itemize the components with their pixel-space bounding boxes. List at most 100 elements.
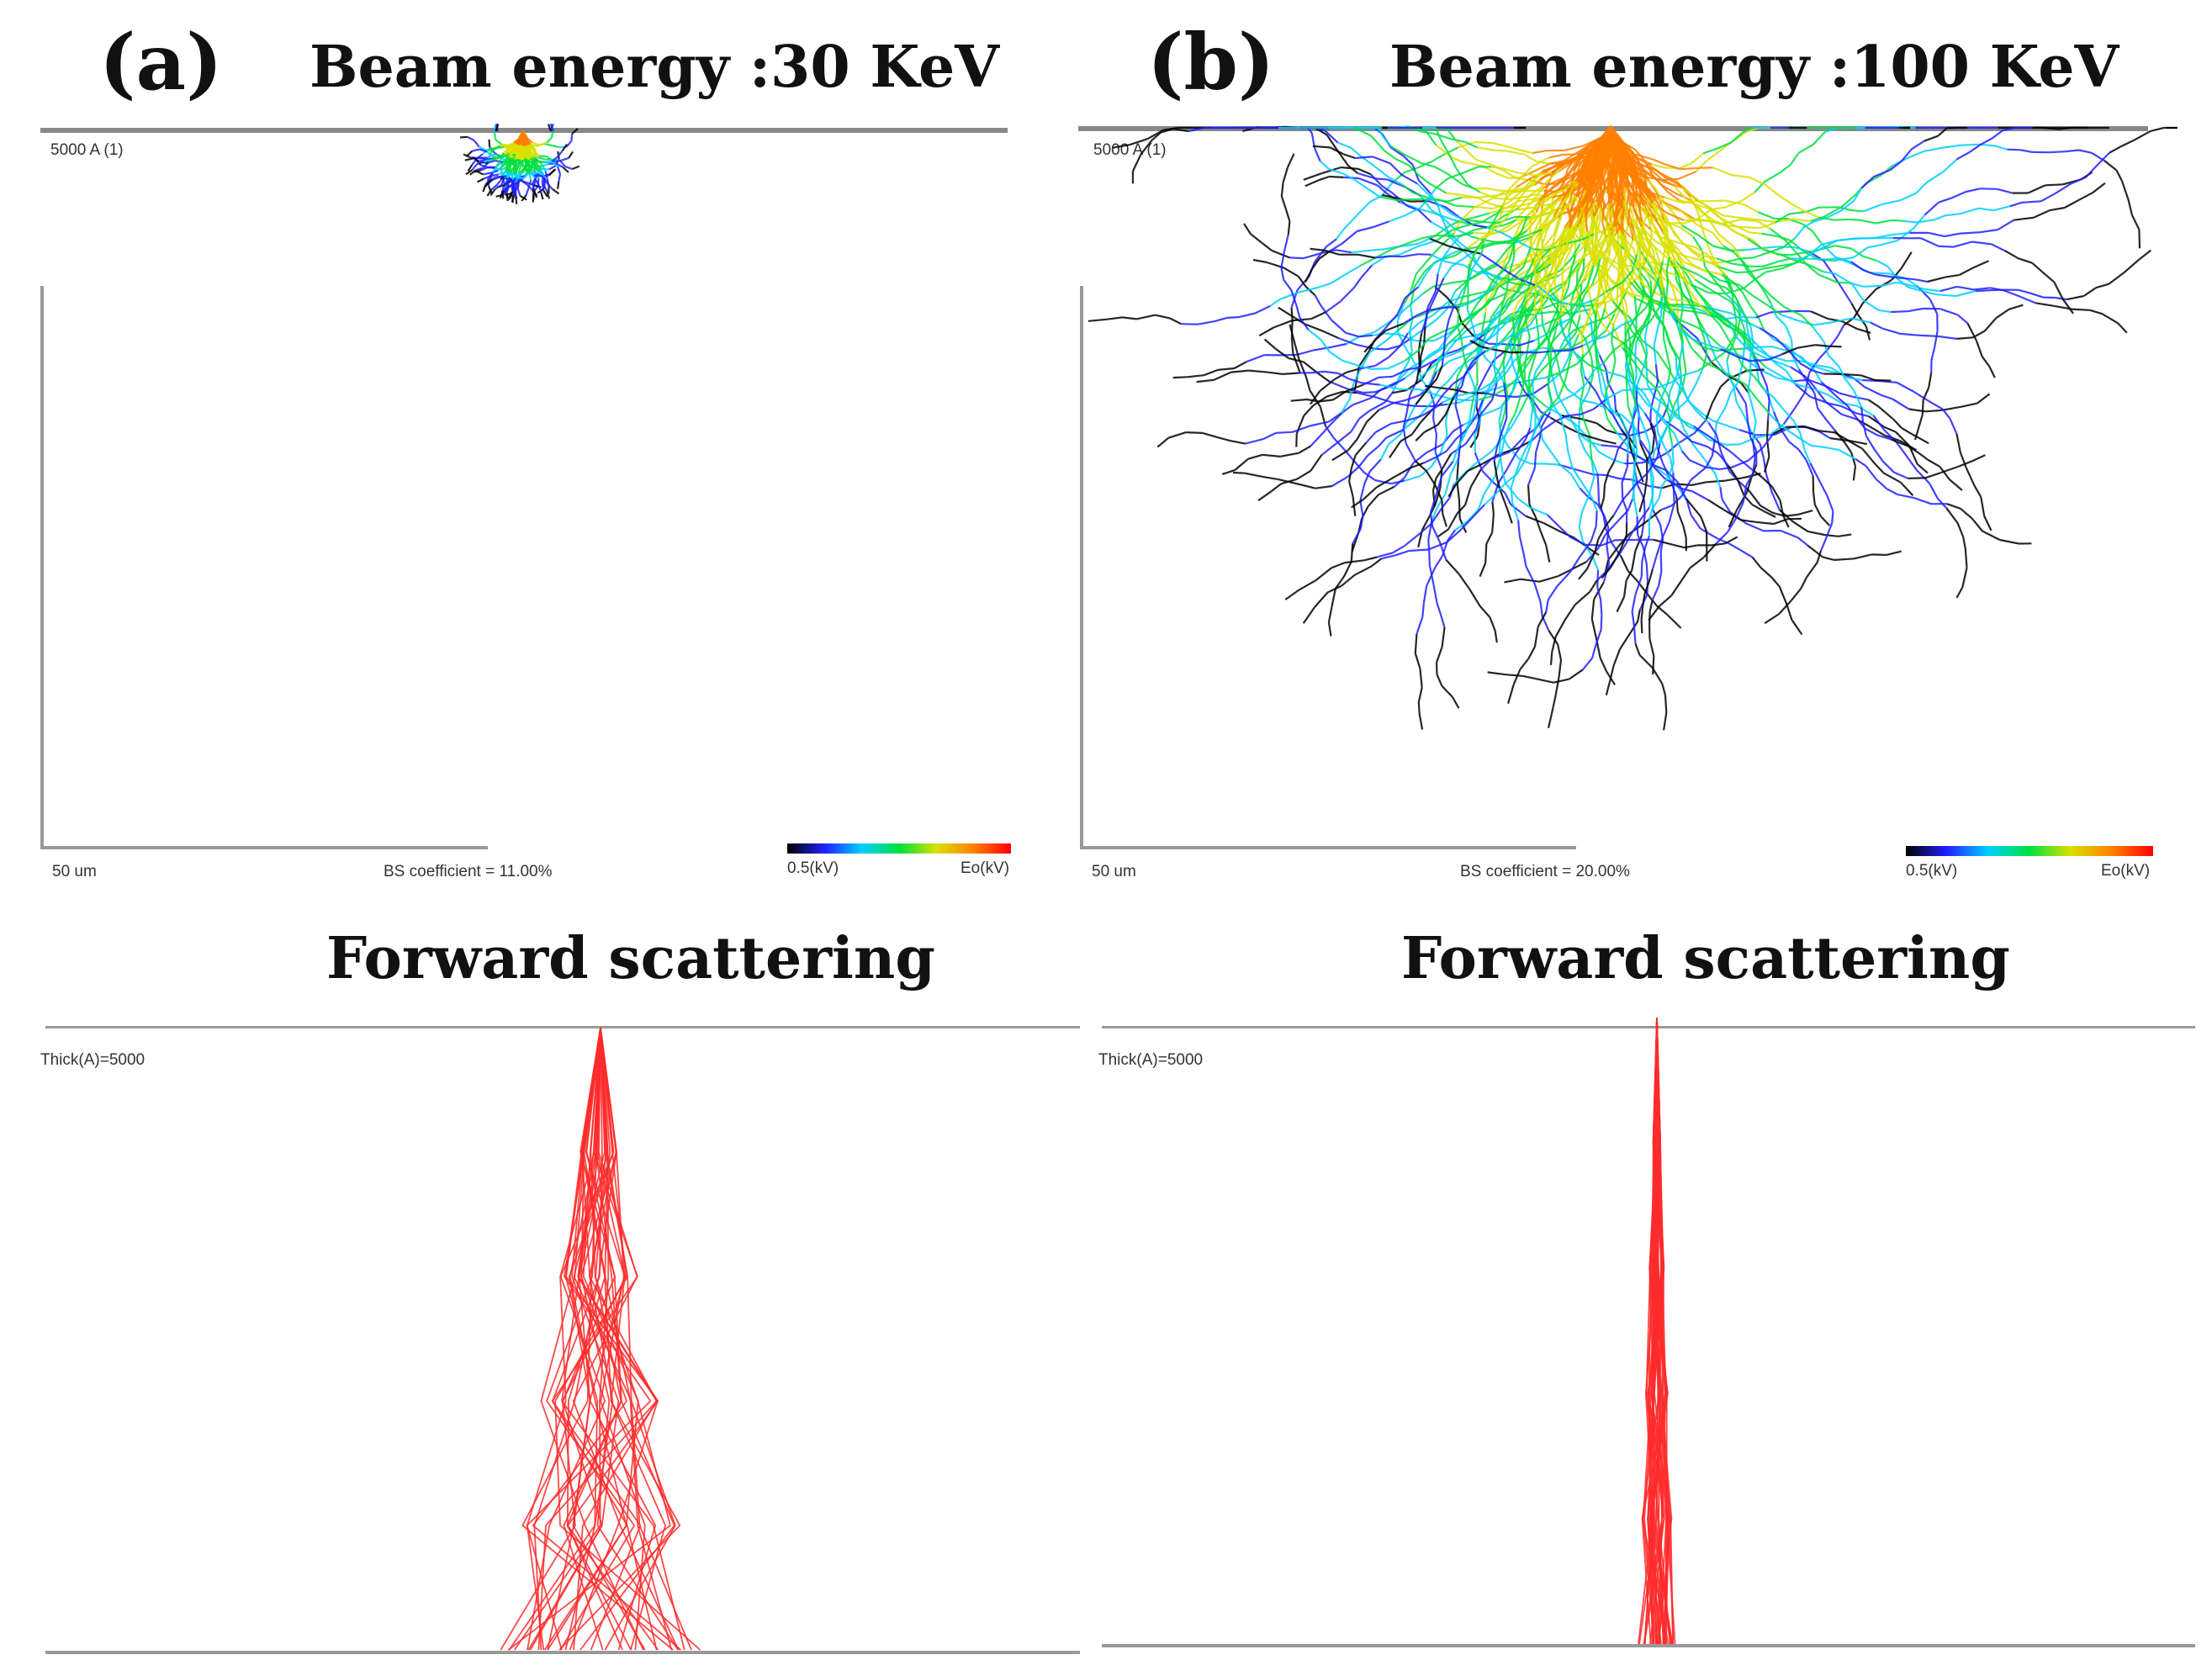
volume-trajectory-segment: [1579, 177, 1591, 189]
volume-trajectory-segment: [1421, 285, 1435, 295]
volume-trajectory-segment: [1600, 615, 1603, 630]
volume-trajectory-segment: [1509, 266, 1525, 282]
volume-trajectory-segment: [1741, 292, 1751, 307]
volume-trajectory-segment: [1808, 257, 1827, 261]
volume-trajectory-segment: [1590, 618, 1598, 639]
volume-trajectory-segment: [1503, 219, 1516, 227]
volume-trajectory-segment: [1543, 234, 1555, 248]
volume-trajectory-segment: [1724, 199, 1745, 206]
volume-trajectory-segment: [2124, 259, 2140, 273]
volume-trajectory-segment: [1965, 468, 1976, 487]
volume-trajectory-segment: [1492, 141, 1508, 148]
volume-trajectory-segment: [1602, 298, 1608, 315]
volume-trajectory-segment: [1390, 479, 1405, 485]
volume-trajectory-segment: [1682, 369, 1699, 377]
volume-trajectory-segment: [1494, 205, 1504, 219]
volume-trajectory-segment: [1297, 276, 1307, 288]
volume-trajectory-segment: [1804, 210, 1820, 219]
volume-trajectory-segment: [1308, 329, 1321, 341]
volume-trajectory-segment: [1707, 421, 1717, 436]
blob-trajectory-segment: [565, 140, 573, 148]
volume-trajectory-segment: [1558, 569, 1570, 577]
volume-trajectory-segment: [1605, 140, 1609, 153]
volume-trajectory-segment: [1352, 397, 1372, 406]
volume-trajectory-segment: [1562, 302, 1580, 306]
volume-trajectory-segment: [1423, 325, 1426, 344]
volume-trajectory-segment: [1275, 348, 1289, 359]
volume-trajectory-segment: [1532, 383, 1535, 403]
volume-trajectory-segment: [1665, 216, 1675, 235]
blob-trajectory-segment: [520, 179, 528, 186]
volume-trajectory-segment: [1432, 584, 1438, 603]
volume-trajectory-segment: [1331, 449, 1349, 462]
volume-trajectory-segment: [1516, 276, 1530, 293]
volume-trajectory-segment: [1298, 286, 1318, 293]
volume-trajectory-segment: [1536, 336, 1549, 351]
volume-trajectory-segment: [1743, 313, 1752, 327]
blob-trajectory-segment: [547, 182, 553, 190]
volume-trajectory-segment: [2065, 149, 2079, 153]
volume-trajectory-segment: [1527, 378, 1531, 394]
volume-trajectory-segment: [1388, 360, 1405, 370]
volume-trajectory-segment: [1169, 317, 1182, 325]
volume-trajectory-segment: [1571, 301, 1581, 319]
volume-trajectory-segment: [1357, 201, 1371, 215]
volume-trajectory-segment: [1401, 253, 1419, 258]
volume-trajectory-segment: [1447, 196, 1463, 203]
volume-trajectory-segment: [1351, 249, 1371, 254]
volume-trajectory-segment: [1681, 291, 1691, 304]
volume-trajectory-segment: [1463, 219, 1482, 223]
volume-trajectory-segment: [1694, 246, 1708, 256]
blob-trajectory-segment: [495, 139, 503, 145]
volume-trajectory-segment: [1507, 145, 1521, 151]
volume-trajectory-segment: [1389, 441, 1402, 458]
volume-trajectory-segment: [1685, 327, 1699, 340]
volume-trajectory-segment: [1670, 207, 1683, 213]
volume-trajectory-segment: [1363, 556, 1378, 562]
volume-trajectory-segment: [1592, 398, 1608, 410]
volume-trajectory-segment: [1475, 237, 1485, 250]
volume-trajectory-segment: [1503, 424, 1511, 439]
volume-trajectory-segment: [1611, 191, 1614, 205]
volume-trajectory-segment: [1634, 235, 1642, 256]
volume-trajectory-segment: [1850, 282, 1864, 288]
blob-trajectory-segment: [504, 147, 510, 156]
volume-trajectory-segment: [1558, 380, 1567, 397]
volume-trajectory-segment: [1310, 420, 1330, 427]
volume-trajectory-segment: [1791, 355, 1800, 370]
volume-trajectory-segment: [1623, 210, 1628, 224]
blob-trajectory-segment: [485, 157, 495, 161]
volume-trajectory-segment: [1617, 200, 1627, 219]
panel-b-letter: (b): [1147, 17, 1275, 108]
volume-trajectory-segment: [1839, 286, 1853, 304]
volume-trajectory-segment: [1753, 295, 1767, 305]
volume-trajectory-segment: [1311, 370, 1325, 374]
volume-trajectory-segment: [1823, 373, 1844, 376]
volume-trajectory-segment: [1525, 293, 1532, 308]
volume-trajectory-segment: [1676, 416, 1695, 427]
volume-trajectory-segment: [1547, 514, 1558, 526]
volume-trajectory-segment: [1749, 304, 1760, 319]
volume-trajectory-segment: [1613, 301, 1618, 315]
volume-trajectory-segment: [1975, 288, 1993, 293]
volume-trajectory-segment: [1112, 144, 1130, 149]
volume-trajectory-segment: [1724, 536, 1738, 545]
volume-trajectory-segment: [1533, 161, 1553, 172]
volume-trajectory-segment: [1569, 536, 1586, 546]
volume-trajectory-segment: [1805, 459, 1814, 477]
blob-trajectory-segment: [521, 194, 527, 202]
volume-trajectory-segment: [2061, 299, 2074, 315]
volume-trajectory-segment: [1945, 213, 1961, 217]
volume-trajectory-segment: [1822, 556, 1835, 561]
volume-trajectory-segment: [1587, 304, 1602, 319]
volume-trajectory-segment: [1875, 273, 1896, 278]
volume-trajectory-segment: [1426, 300, 1434, 315]
volume-trajectory-segment: [1671, 543, 1685, 549]
blob-trajectory-segment: [552, 188, 560, 195]
volume-trajectory-segment: [1346, 383, 1364, 393]
volume-trajectory-segment: [1520, 323, 1532, 333]
volume-trajectory-segment: [1387, 345, 1401, 351]
volume-trajectory-segment: [1744, 332, 1758, 346]
volume-trajectory-segment: [1243, 223, 1252, 235]
volume-trajectory-segment: [1595, 304, 1601, 320]
